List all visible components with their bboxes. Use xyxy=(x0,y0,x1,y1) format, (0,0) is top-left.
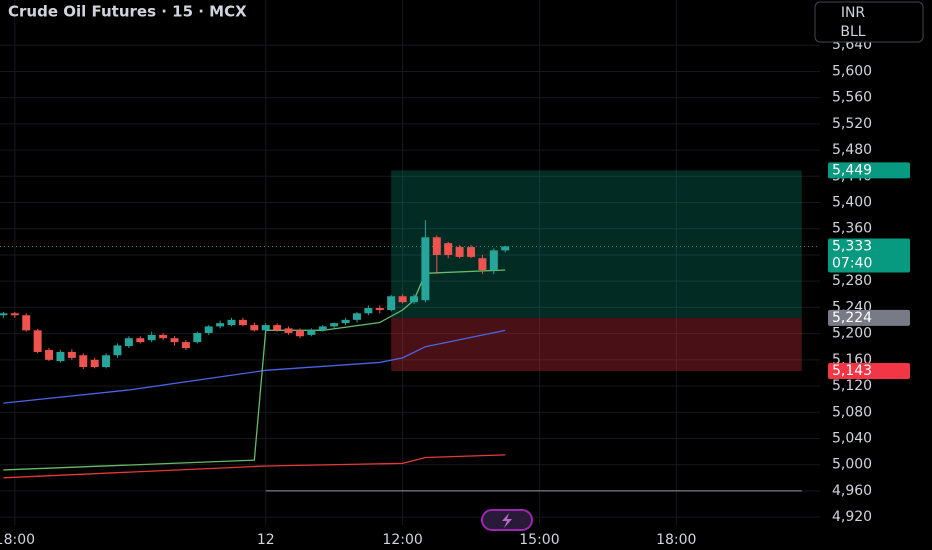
candle-body xyxy=(90,359,99,368)
candle-body xyxy=(421,237,430,301)
candle-body xyxy=(352,313,361,320)
candle-body xyxy=(22,315,31,331)
replay-icon[interactable] xyxy=(481,509,533,531)
candle-body xyxy=(136,338,145,343)
price-badge xyxy=(828,362,910,379)
chart-title: Crude Oil Futures · 15 · MCX xyxy=(8,3,247,21)
candle-body xyxy=(318,326,327,331)
y-tick-label: 4,960 xyxy=(832,483,872,499)
price-badge-label: 5,224 xyxy=(832,310,872,326)
candle-body xyxy=(250,325,259,331)
candle-body xyxy=(364,308,373,314)
candle-body xyxy=(341,319,350,324)
y-tick-label: 4,920 xyxy=(832,509,872,525)
candle-body xyxy=(0,313,8,316)
candle-body xyxy=(444,243,453,255)
candle-body xyxy=(261,325,270,331)
plot-area xyxy=(0,0,820,525)
y-tick-label: 5,080 xyxy=(832,404,872,420)
candle-body xyxy=(159,334,168,339)
candle-body xyxy=(193,332,202,343)
y-tick-label: 5,560 xyxy=(832,90,872,106)
unit: BLL xyxy=(840,24,865,40)
candle-body xyxy=(45,350,54,360)
y-tick-label: 5,520 xyxy=(832,116,872,132)
currency: INR xyxy=(841,5,866,21)
candle-body xyxy=(238,319,247,326)
candle-body xyxy=(67,351,76,358)
candle-body xyxy=(181,342,190,349)
candle-body xyxy=(478,258,487,271)
candle-body xyxy=(170,338,179,343)
candle-body xyxy=(227,319,236,326)
indicator-line xyxy=(3,454,506,479)
candle-body xyxy=(10,313,19,316)
price-badge-label: 5,143 xyxy=(832,363,872,379)
y-tick-label: 5,000 xyxy=(832,457,872,473)
candle-body xyxy=(124,338,133,347)
currency-box[interactable] xyxy=(814,1,924,43)
profit-zone xyxy=(391,170,802,318)
candle-body xyxy=(295,330,304,337)
candle-body xyxy=(410,296,418,303)
y-tick-label: 5,360 xyxy=(832,221,872,237)
icon-bolt xyxy=(502,513,512,528)
candle-body xyxy=(147,334,156,341)
x-tick-label: 12:00 xyxy=(382,532,422,548)
x-tick-label: 18:00 xyxy=(656,532,696,548)
candle-body xyxy=(79,355,88,368)
candle-body xyxy=(398,296,407,303)
price-axis: 4,9204,9605,0005,0405,0805,1205,1605,200… xyxy=(828,37,910,525)
candle-body xyxy=(204,326,213,333)
candle-body xyxy=(455,247,464,257)
indicator-line xyxy=(3,329,506,404)
price-badge-label: 5,333 xyxy=(832,238,872,254)
price-badge-label: 5,449 xyxy=(832,162,872,178)
loss-zone xyxy=(391,317,802,371)
x-tick-label: 15:00 xyxy=(519,532,559,548)
candle-body xyxy=(113,345,122,356)
x-tick-label: 12 xyxy=(257,532,275,548)
y-tick-label: 5,280 xyxy=(832,273,872,289)
candle-body xyxy=(467,247,476,257)
candle-body xyxy=(501,246,510,251)
candle-body xyxy=(330,323,339,327)
candle-body xyxy=(273,325,282,331)
candle-body xyxy=(489,250,498,271)
y-tick-label: 5,480 xyxy=(832,142,872,158)
candle-body xyxy=(387,296,396,311)
y-tick-label: 5,600 xyxy=(832,63,872,79)
candle-body xyxy=(216,323,225,327)
price-badge xyxy=(828,238,910,273)
candle-body xyxy=(307,330,316,335)
price-badge xyxy=(828,309,910,326)
y-tick-label: 5,120 xyxy=(832,378,872,394)
x-tick-label: 18:00 xyxy=(0,532,35,548)
candle-body xyxy=(33,330,42,352)
y-tick-label: 5,040 xyxy=(832,430,872,446)
candle-body xyxy=(432,237,441,255)
candle-body xyxy=(375,308,384,311)
countdown: 07:40 xyxy=(832,255,872,271)
y-tick-label: 5,200 xyxy=(832,326,872,342)
candle-body xyxy=(284,328,293,333)
candle-body xyxy=(102,355,111,368)
y-tick-label: 5,400 xyxy=(832,195,872,211)
candle-body xyxy=(56,351,65,362)
price-badge xyxy=(828,162,910,179)
